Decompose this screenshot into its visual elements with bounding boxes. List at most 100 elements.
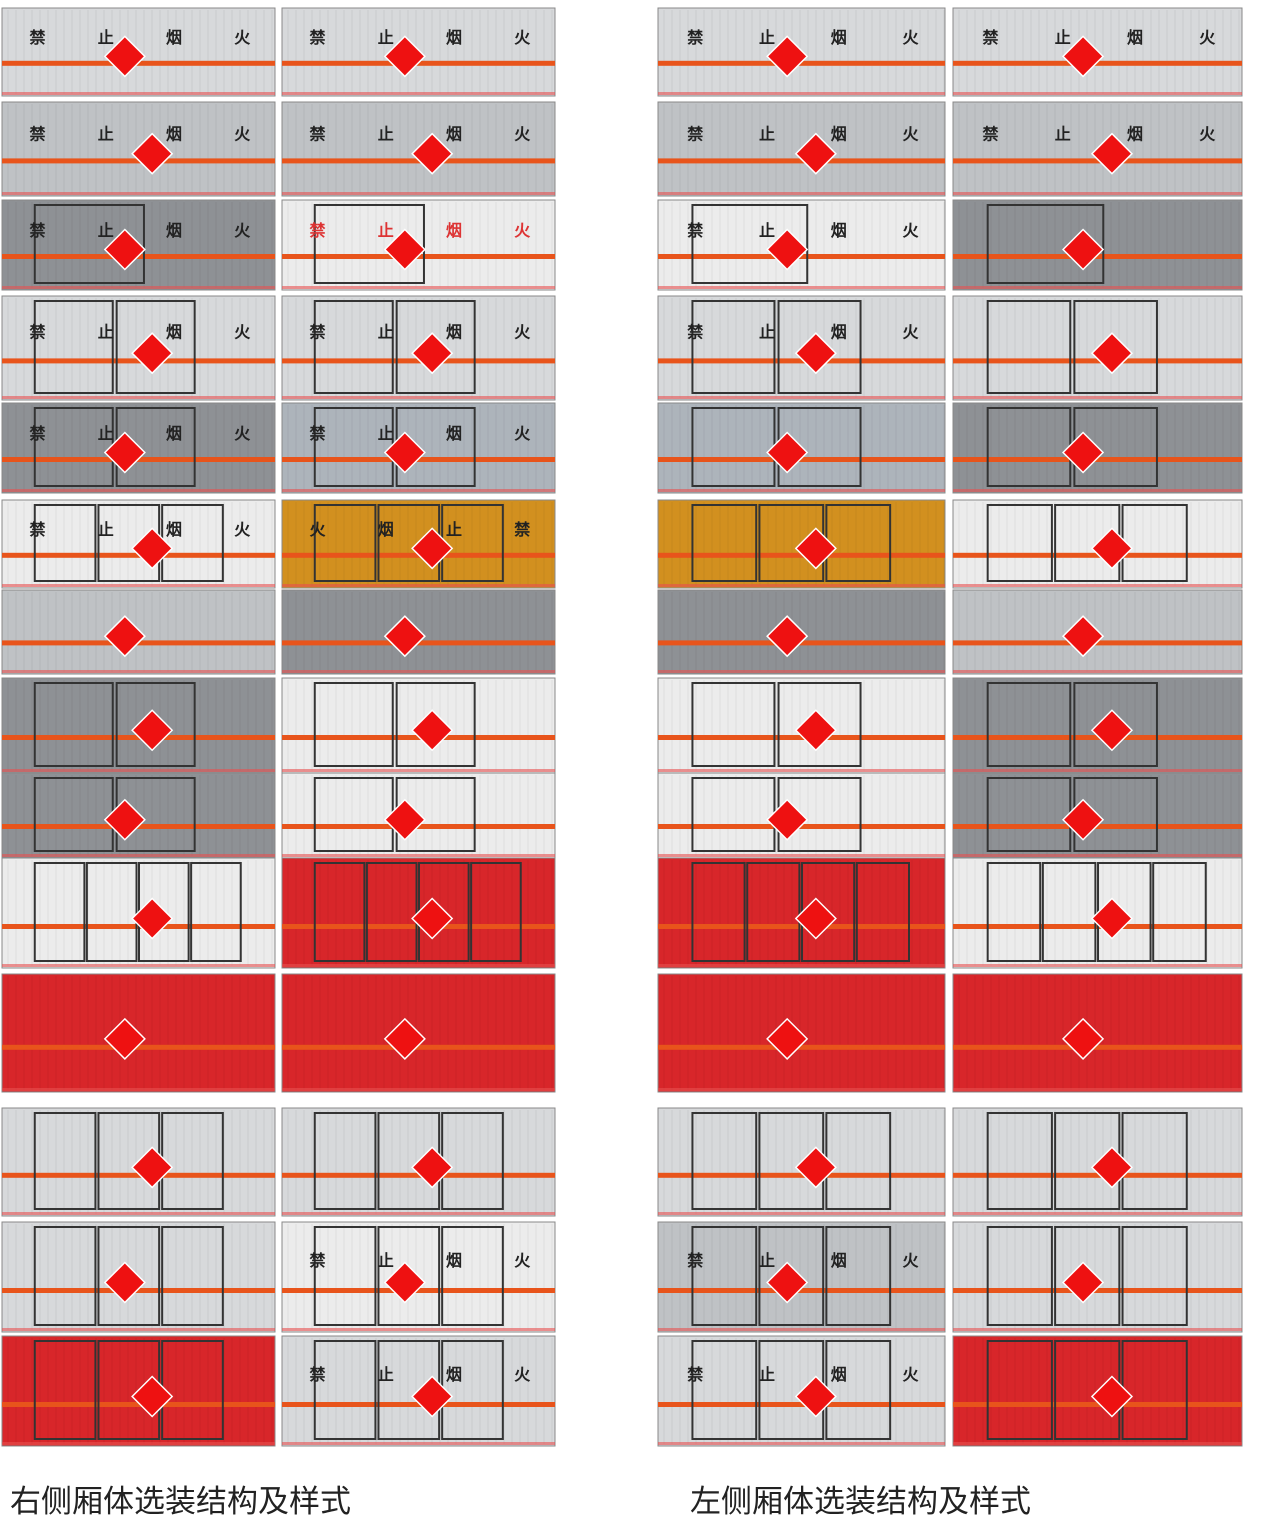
stripe <box>282 1402 555 1407</box>
hazard-diamond <box>1090 332 1134 375</box>
slogan-char: 止 <box>98 323 114 342</box>
hazard-diamond <box>1061 1017 1105 1060</box>
stripe <box>658 1172 945 1178</box>
door <box>161 1226 224 1326</box>
slogan-char: 禁 <box>687 1251 703 1270</box>
bottom-strip <box>2 670 275 673</box>
door <box>986 1226 1053 1326</box>
slogan-char: 止 <box>759 221 775 240</box>
slogan-char: 止 <box>98 520 114 539</box>
slogan-char: 禁 <box>687 1365 703 1384</box>
door <box>33 300 114 394</box>
slogan-char: 止 <box>446 520 462 539</box>
stripe <box>658 158 945 164</box>
bottom-strip <box>658 92 945 95</box>
hazard-diamond <box>794 897 837 940</box>
hazard-diamond <box>1090 132 1134 175</box>
door <box>115 682 196 767</box>
door <box>33 862 86 962</box>
bottom-strip <box>953 670 1242 673</box>
hazard-diamond <box>766 35 809 78</box>
bottom-strip <box>282 854 555 857</box>
slogan-char: 止 <box>378 424 394 443</box>
stripe <box>953 1288 1242 1293</box>
door <box>395 682 476 767</box>
door <box>691 504 758 582</box>
door <box>1121 1226 1188 1326</box>
slogan-char: 火 <box>903 125 920 144</box>
bottom-strip <box>282 192 555 195</box>
hazard-diamond <box>1090 709 1134 752</box>
stripe <box>2 358 275 364</box>
door <box>691 300 776 394</box>
door <box>691 862 746 962</box>
hazard-diamond <box>131 132 174 175</box>
slogan-char: 烟 <box>446 221 462 240</box>
stripe <box>953 735 1242 740</box>
bottom-strip <box>953 1088 1242 1091</box>
hazard-diamond <box>131 332 174 375</box>
slogan-char: 火 <box>903 1365 920 1384</box>
panel <box>952 677 1243 774</box>
bottom-strip <box>658 489 945 492</box>
slogan-char: 禁 <box>29 424 45 443</box>
door <box>986 204 1105 284</box>
stripe <box>953 640 1242 646</box>
slogan-char: 禁 <box>29 221 45 240</box>
bottom-strip <box>282 670 555 673</box>
hazard-diamond <box>794 1375 837 1418</box>
door <box>691 682 776 767</box>
stripe <box>658 358 945 364</box>
hazard-diamond <box>766 615 809 658</box>
hazard-diamond <box>383 35 426 78</box>
slogan-char: 禁 <box>29 520 45 539</box>
bottom-strip <box>953 1442 1242 1445</box>
slogan-char: 止 <box>378 28 394 47</box>
slogan-char: 火 <box>903 1251 920 1270</box>
caption: 左侧厢体选装结构及样式 <box>690 1484 1031 1520</box>
door <box>691 204 809 284</box>
hazard-diamond <box>383 228 426 271</box>
hazard-diamond <box>766 798 809 841</box>
door <box>691 1112 758 1210</box>
door <box>758 1226 825 1326</box>
panel <box>281 101 556 197</box>
slogan-char: 止 <box>1055 28 1071 47</box>
slogan-char: 烟 <box>1127 28 1143 47</box>
hazard-diamond <box>766 1261 809 1304</box>
bottom-strip <box>953 396 1242 399</box>
slogan-char: 禁 <box>29 323 45 342</box>
stripe <box>658 1288 945 1293</box>
slogan-char: 烟 <box>166 323 182 342</box>
hazard-diamond <box>411 709 454 752</box>
slogan-char: 烟 <box>831 28 847 47</box>
stripe <box>2 1172 275 1178</box>
bottom-strip <box>282 92 555 95</box>
slogan-char: 烟 <box>166 125 182 144</box>
hazard-diamond <box>411 332 454 375</box>
bottom-strip <box>953 964 1242 967</box>
door <box>691 1340 758 1440</box>
slogan-char: 火 <box>234 28 251 47</box>
slogan-char: 烟 <box>831 125 847 144</box>
slogan-char: 禁 <box>514 520 530 539</box>
stripe <box>953 254 1242 259</box>
door <box>986 504 1053 582</box>
stripe <box>658 457 945 462</box>
door <box>33 1340 97 1440</box>
slogan-char: 烟 <box>166 424 182 443</box>
door <box>313 204 425 284</box>
hazard-diamond <box>411 527 454 570</box>
hazard-diamond <box>383 615 426 658</box>
slogan-char: 火 <box>1199 28 1216 47</box>
slogan-char: 烟 <box>378 520 394 539</box>
door <box>33 204 145 284</box>
slogan-char: 烟 <box>446 1365 462 1384</box>
hazard-diamond <box>103 228 146 271</box>
hazard-diamond <box>411 1146 454 1189</box>
slogan-char: 止 <box>759 1365 775 1384</box>
door <box>395 300 476 394</box>
hazard-diamond <box>1061 798 1105 841</box>
caption: 右侧厢体选装结构及样式 <box>10 1484 351 1520</box>
slogan-char: 烟 <box>166 28 182 47</box>
